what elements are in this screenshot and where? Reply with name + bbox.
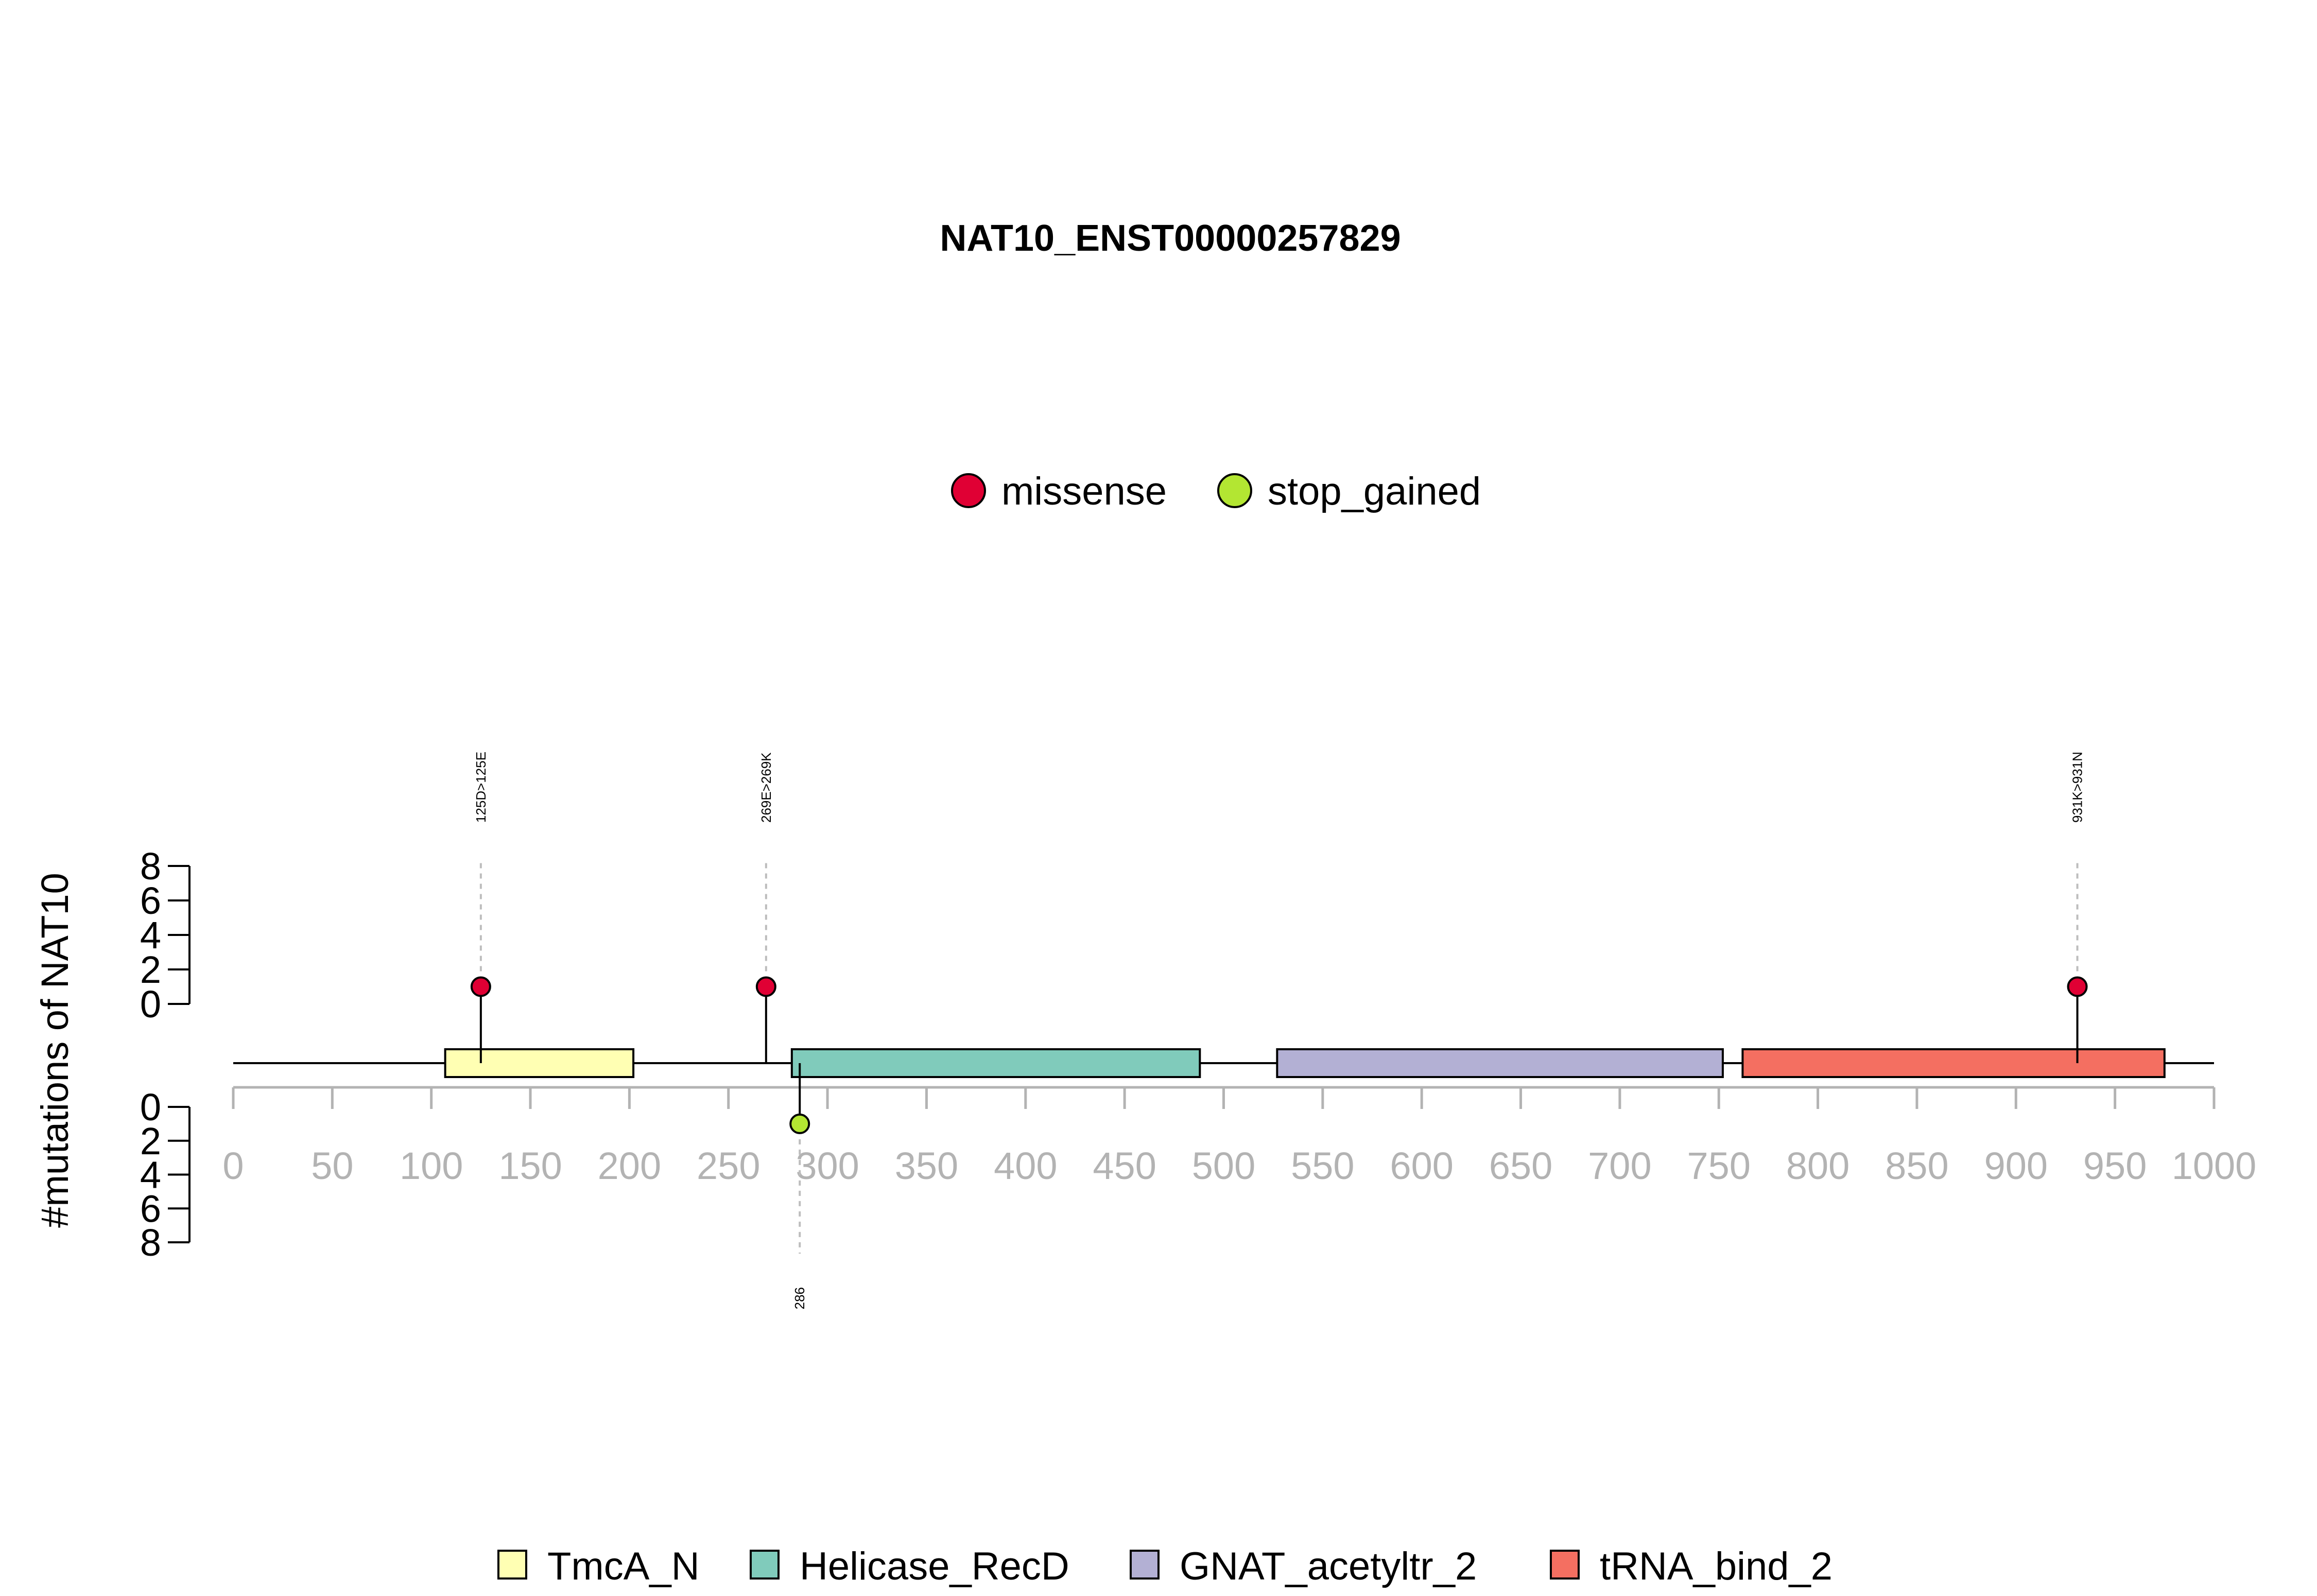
x-tick-label: 950: [2083, 1144, 2147, 1187]
x-tick-label: 750: [1687, 1144, 1751, 1187]
y-axis-label: #mutations of NAT10: [33, 873, 76, 1228]
x-tick-label: 100: [400, 1144, 463, 1187]
mutation-286: 286: [789, 1063, 810, 1309]
x-tick-label: 700: [1588, 1144, 1651, 1187]
mutation-type-legend: missense stop_gained: [951, 470, 1481, 513]
x-tick-label: 400: [994, 1144, 1057, 1187]
x-tick-label: 450: [1093, 1144, 1156, 1187]
x-tick-label: 800: [1786, 1144, 1849, 1187]
x-tick-label: 550: [1291, 1144, 1354, 1187]
mutation-931k-931n: 931K>931N: [2067, 752, 2088, 1063]
mutation-label: 125D>125E: [473, 752, 489, 823]
x-tick-label: 600: [1390, 1144, 1453, 1187]
domain-legend: TmcA_N Helicase_RecD GNAT_acetyltr_2 tRN…: [497, 1545, 1832, 1588]
mutation-269e-269k: 269E>269K: [755, 752, 776, 1063]
legend-helicase-recd-swatch: [750, 1550, 780, 1580]
y-bottom-tick-label: 8: [140, 1221, 161, 1264]
x-tick-label: 500: [1192, 1144, 1255, 1187]
legend-tmca-n-label: TmcA_N: [547, 1545, 700, 1588]
x-tick-label: 1000: [2172, 1144, 2257, 1187]
mutation-125d-125e: 125D>125E: [470, 752, 491, 1063]
domain-tmca-n: [444, 1048, 635, 1078]
y-bottom-tick-label: 6: [140, 1187, 161, 1230]
legend-missense-marker: [951, 473, 986, 508]
legend-helicase-recd-label: Helicase_RecD: [800, 1545, 1069, 1588]
mutation-marker: [789, 1113, 810, 1134]
mutation-marker: [2067, 976, 2088, 997]
legend-trna-bind-2-label: tRNA_bind_2: [1600, 1545, 1832, 1588]
x-tick-label: 250: [697, 1144, 760, 1187]
y-bottom-tick-label: 2: [140, 1120, 161, 1163]
legend-gnat-acetyltr-2-label: GNAT_acetyltr_2: [1180, 1545, 1477, 1588]
x-tick-label: 50: [311, 1144, 353, 1187]
domain-gnat-acetyltr-2: [1276, 1048, 1724, 1078]
x-tick-label: 300: [796, 1144, 859, 1187]
y-top-tick-label: 0: [140, 983, 161, 1026]
domain-helicase-recd: [790, 1048, 1201, 1078]
y-top-tick-label: 4: [140, 914, 161, 957]
mutation-marker: [755, 976, 776, 997]
y-bottom-tick-label: 0: [140, 1086, 161, 1129]
legend-trna-bind-2-swatch: [1550, 1550, 1580, 1580]
mutation-lollipops: 125D>125E 269E>269K 931K>931N 286: [470, 752, 2088, 1309]
legend-missense-label: missense: [1001, 470, 1167, 513]
x-tick-label: 850: [1885, 1144, 1948, 1187]
legend-stop-gained-label: stop_gained: [1268, 470, 1481, 513]
domain-boxes: [444, 1048, 2166, 1078]
chart-title: NAT10_ENST00000257829: [940, 218, 1400, 259]
x-tick-label: 0: [222, 1144, 244, 1187]
y-top-tick-label: 8: [140, 845, 161, 888]
domain-trna-bind-2: [1741, 1048, 2166, 1078]
legend-stop-gained-marker: [1217, 473, 1252, 508]
legend-gnat-acetyltr-2-swatch: [1130, 1550, 1160, 1580]
y-top-tick-label: 2: [140, 948, 161, 991]
mutation-label: 269E>269K: [758, 752, 774, 823]
mutation-label: 931K>931N: [2070, 752, 2085, 823]
mutation-label: 286: [792, 1287, 807, 1309]
x-tick-label: 650: [1489, 1144, 1552, 1187]
legend-tmca-n-swatch: [497, 1550, 527, 1580]
x-tick-label: 900: [1984, 1144, 2048, 1187]
x-tick-label: 200: [598, 1144, 661, 1187]
x-tick-label: 350: [895, 1144, 958, 1187]
y-top-tick-label: 6: [140, 879, 161, 922]
x-tick-label: 150: [498, 1144, 562, 1187]
y-bottom-tick-label: 4: [140, 1154, 161, 1196]
x-axis: 0 50 100 150 200 250 300 350 400 450 500 550 600 650 7…: [222, 1086, 2257, 1187]
mutation-marker: [470, 976, 491, 997]
